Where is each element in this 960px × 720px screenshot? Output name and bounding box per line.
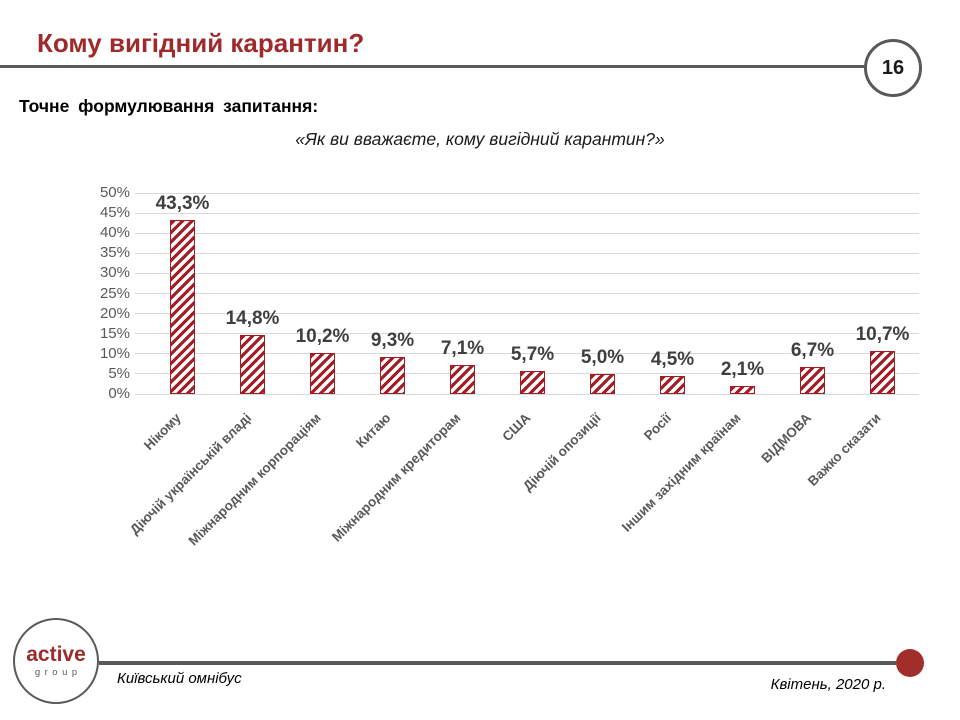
- footer-divider: [99, 661, 896, 665]
- x-axis-category-label: Важко сказати: [805, 410, 884, 489]
- bar-value-label: 7,1%: [440, 338, 485, 360]
- footer-dot: [896, 649, 924, 677]
- y-axis-tick-label: 15%: [99, 324, 130, 342]
- bar: [800, 367, 825, 394]
- bar-value-label: 9,3%: [370, 329, 415, 351]
- bar: [870, 350, 895, 394]
- bar-value-label: 10,2%: [295, 325, 350, 347]
- x-axis-category-label: Іншим західним країнам: [619, 410, 744, 535]
- gridline: [135, 393, 919, 395]
- x-axis-category-label: США: [499, 410, 534, 445]
- bar: [170, 219, 195, 394]
- y-axis-tick-label: 5%: [108, 364, 130, 382]
- logo-text-active: active: [26, 643, 86, 667]
- x-axis-category-label: Міжнародним кредиторам: [329, 410, 464, 545]
- footer-date: Квітень, 2020 р.: [770, 676, 886, 693]
- y-axis-tick-label: 0%: [108, 385, 130, 402]
- bar: [660, 375, 685, 394]
- gridline: [135, 333, 919, 335]
- bar: [520, 371, 545, 394]
- gridline: [135, 313, 919, 315]
- question-text: «Як ви вважаєте, кому вигідний карантин?…: [295, 129, 665, 149]
- x-axis-category-label: Росії: [640, 410, 674, 444]
- x-axis-category-label: Нікому: [141, 410, 184, 453]
- y-axis-tick-label: 30%: [99, 264, 130, 282]
- x-axis-category-label: Міжнародним корпораціям: [185, 410, 324, 549]
- gridline: [135, 232, 919, 234]
- bar: [730, 385, 755, 394]
- bar: [590, 373, 615, 394]
- logo-text-group: group: [34, 667, 82, 679]
- bar-value-label: 4,5%: [650, 348, 695, 370]
- gridline: [135, 272, 919, 274]
- y-axis-tick-label: 35%: [99, 244, 130, 262]
- page-title: Кому вигідний карантин?: [37, 28, 365, 58]
- gridline: [135, 293, 919, 294]
- y-axis-tick-label: 20%: [99, 304, 130, 322]
- y-axis-tick-label: 50%: [99, 184, 130, 201]
- x-axis-category-label: ВІДМОВА: [758, 410, 814, 466]
- footer-project-name: Київський омнібус: [117, 670, 242, 687]
- gridline: [135, 353, 919, 355]
- question-label: Точне формулювання запитання:: [19, 96, 319, 116]
- bar-value-label: 6,7%: [790, 340, 835, 362]
- bar-value-label: 10,7%: [855, 323, 910, 345]
- active-group-logo: active group: [13, 618, 99, 704]
- bar: [380, 356, 405, 394]
- y-axis-tick-label: 25%: [99, 284, 130, 302]
- y-axis-tick-label: 45%: [99, 204, 130, 222]
- gridline: [135, 192, 919, 194]
- bar: [450, 365, 475, 394]
- x-axis-category-label: Діючій українській владі: [126, 410, 254, 538]
- bar-value-label: 43,3%: [155, 192, 210, 214]
- page-number: 16: [881, 56, 905, 79]
- header-divider: [0, 65, 866, 68]
- bar: [310, 352, 335, 394]
- bar: [240, 334, 265, 394]
- x-axis-category-label: Діючій опозиції: [520, 410, 604, 494]
- page-number-badge: 16: [864, 39, 922, 97]
- gridline: [135, 212, 919, 214]
- y-axis-tick-label: 40%: [99, 224, 130, 242]
- bar-value-label: 5,0%: [580, 346, 625, 368]
- gridline: [135, 252, 919, 254]
- y-axis-tick-label: 10%: [99, 344, 130, 362]
- bar-value-label: 14,8%: [225, 307, 280, 329]
- x-axis-category-label: Китаю: [353, 410, 394, 451]
- bar-value-label: 5,7%: [510, 344, 555, 366]
- bar-value-label: 2,1%: [720, 358, 765, 380]
